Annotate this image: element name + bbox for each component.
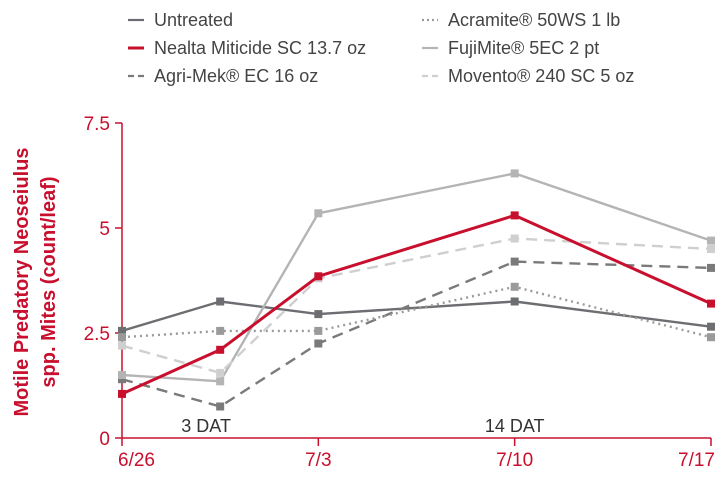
x-tick-label-3: 7/17 bbox=[678, 450, 715, 471]
data-point-4-0 bbox=[118, 371, 126, 379]
data-point-0-4 bbox=[707, 322, 715, 331]
data-point-3-2 bbox=[314, 326, 323, 335]
legend-label-5: Movento® 240 SC 5 oz bbox=[448, 66, 634, 86]
x-tick-label-2: 7/10 bbox=[496, 450, 533, 471]
y-tick-label-2: 5 bbox=[99, 219, 110, 240]
data-point-4-2 bbox=[314, 209, 323, 218]
data-point-0-1 bbox=[216, 297, 225, 306]
data-point-0-0 bbox=[118, 326, 126, 335]
data-point-1-0 bbox=[118, 389, 126, 398]
series-line-0 bbox=[121, 300, 712, 333]
data-point-1-3 bbox=[510, 211, 519, 220]
x-tick-label-1: 7/3 bbox=[305, 450, 331, 471]
y-axis-label-line-1: spp. Mites (count/leaf) bbox=[38, 176, 60, 387]
data-point-0-3 bbox=[510, 297, 519, 306]
data-point-3-4 bbox=[707, 333, 715, 342]
data-point-2-3 bbox=[510, 257, 519, 266]
series-2 bbox=[118, 257, 715, 411]
legend-label-3: Acramite® 50WS 1 lb bbox=[448, 10, 620, 30]
axes: 0 2.5 5 7.5 6/26 7/3 7/10 7/17 bbox=[84, 114, 715, 471]
data-point-4-3 bbox=[510, 169, 519, 178]
series-4 bbox=[118, 169, 715, 386]
data-point-1-2 bbox=[314, 272, 323, 281]
legend: Untreated Nealta Miticide SC 13.7 oz Agri-… bbox=[128, 10, 634, 86]
annotation-0: 3 DAT bbox=[181, 416, 231, 436]
series-1 bbox=[118, 211, 715, 398]
annotations: 3 DAT 14 DAT bbox=[181, 416, 544, 436]
y-tick-label-1: 2.5 bbox=[84, 324, 110, 345]
legend-label-2: Agri-Mek® EC 16 oz bbox=[154, 66, 318, 86]
series-0 bbox=[118, 297, 715, 335]
series-line-4 bbox=[121, 172, 712, 383]
legend-label-0: Untreated bbox=[154, 10, 233, 30]
data-point-4-4 bbox=[707, 236, 715, 245]
data-point-2-0 bbox=[118, 375, 126, 384]
data-point-2-2 bbox=[314, 339, 323, 348]
series-3 bbox=[118, 282, 715, 342]
data-point-0-2 bbox=[314, 310, 323, 319]
data-point-5-0 bbox=[118, 341, 126, 350]
series-line-3 bbox=[121, 285, 712, 339]
data-point-4-1 bbox=[216, 377, 225, 386]
series-line-2 bbox=[121, 260, 712, 408]
y-tick-label-3: 7.5 bbox=[84, 114, 110, 135]
data-point-2-4 bbox=[707, 263, 715, 272]
series-group bbox=[118, 169, 715, 411]
data-point-1-1 bbox=[216, 345, 225, 354]
y-axis-label: Motile Predatory Neoseiulus spp. Mites (c… bbox=[11, 148, 60, 417]
data-point-5-3 bbox=[510, 234, 519, 243]
data-point-3-3 bbox=[510, 282, 519, 291]
y-tick-label-0: 0 bbox=[99, 429, 110, 450]
data-point-5-1 bbox=[216, 368, 225, 377]
annotation-1: 14 DAT bbox=[485, 416, 545, 436]
y-axis-label-line-0: Motile Predatory Neoseiulus bbox=[11, 148, 33, 417]
legend-label-1: Nealta Miticide SC 13.7 oz bbox=[154, 38, 366, 58]
legend-label-4: FujiMite® 5EC 2 pt bbox=[448, 38, 599, 58]
data-point-1-4 bbox=[707, 299, 715, 308]
data-point-3-1 bbox=[216, 326, 225, 335]
x-tick-label-0: 6/26 bbox=[118, 450, 155, 471]
data-point-2-1 bbox=[216, 402, 225, 411]
data-point-3-0 bbox=[118, 333, 126, 342]
data-point-5-4 bbox=[707, 245, 715, 253]
